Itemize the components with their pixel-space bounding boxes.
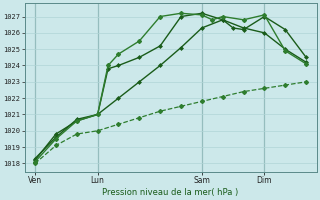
X-axis label: Pression niveau de la mer( hPa ): Pression niveau de la mer( hPa )	[102, 188, 239, 197]
